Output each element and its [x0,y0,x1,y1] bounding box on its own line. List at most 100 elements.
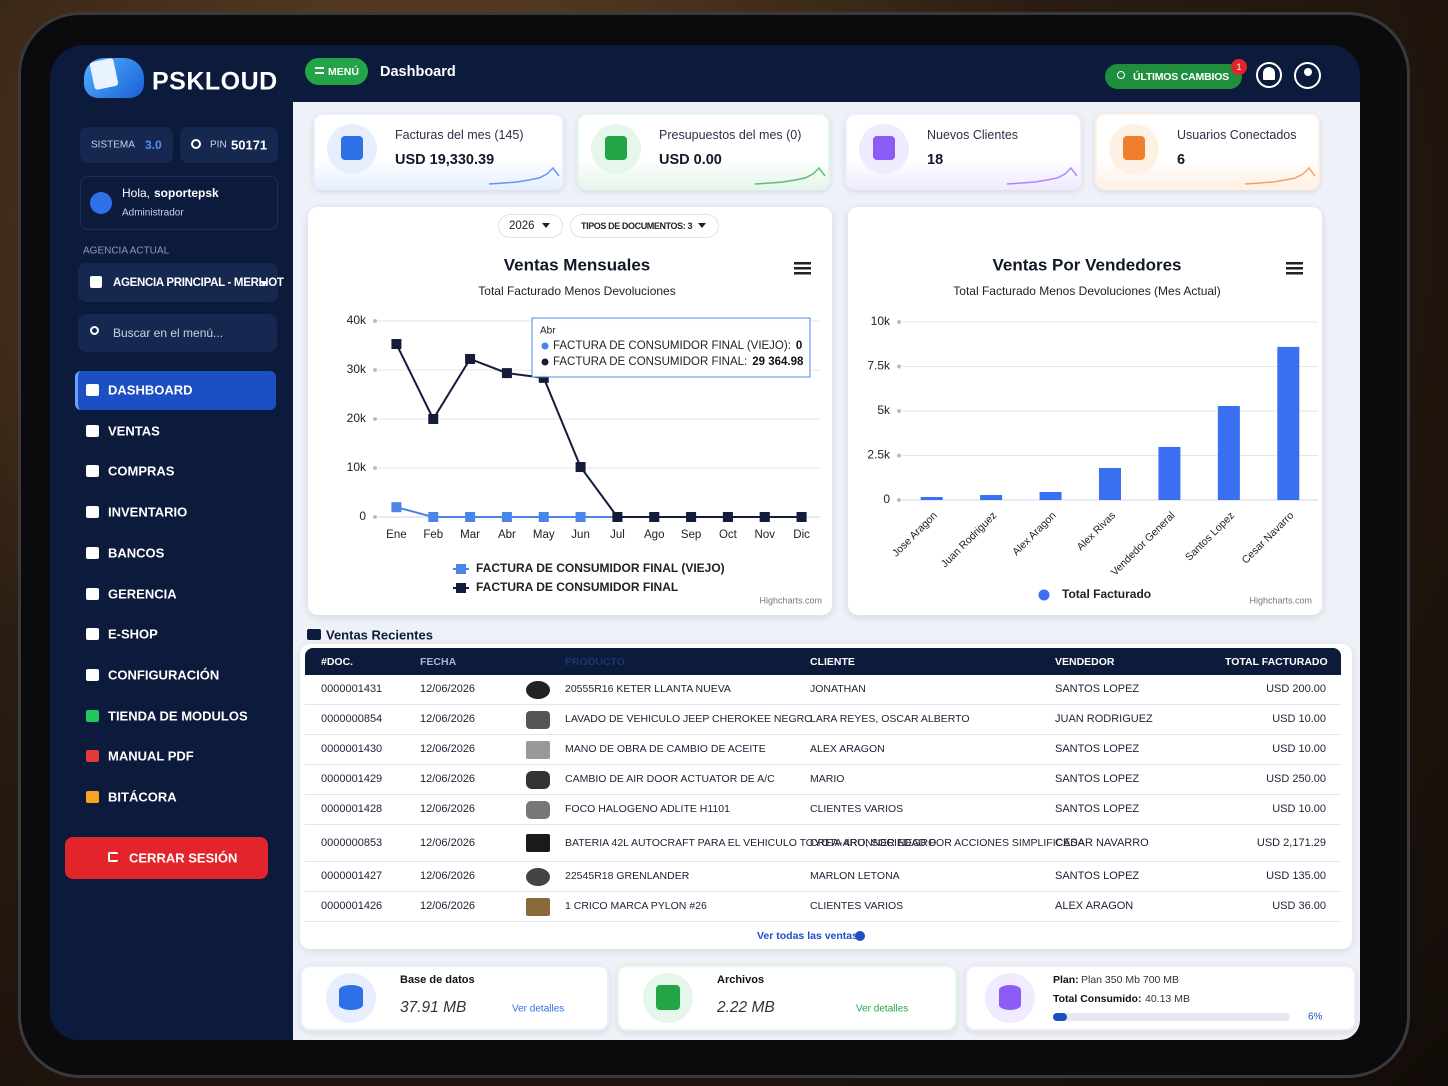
table-row[interactable]: 0000001426 12/06/2026 1 CRICO MARCA PYLON … [305,891,1341,922]
table-cell: 12/06/2026 [420,861,520,892]
stat-label: Usuarios Conectados [1177,128,1297,142]
bar [1158,446,1181,500]
chart-title: Ventas Por Vendedores [993,255,1182,274]
menu-button[interactable] [305,58,368,85]
sparkline [488,166,560,185]
user-name: soportepsk [154,186,219,200]
menu-item[interactable]: E-SHOP [108,626,158,642]
table-row[interactable]: 0000001431 12/06/2026 20555R16 KETER LLANT… [305,675,1341,705]
table-row[interactable]: 0000000854 12/06/2026 LAVADO DE VEHICULO J… [305,704,1341,735]
table-cell: USD 10.00 [1225,704,1341,735]
menu-item[interactable]: CONFIGURACIÓN [108,667,220,683]
x-tick-label: May [533,529,555,541]
data-point [428,414,439,424]
table-cell: 20555R16 KETER LLANTA NUEVA [565,675,810,705]
sales-table: #DOC. FECHA PRODUCTO CLIENTE VENDEDOR TOTAL F… [305,648,1341,922]
stat-icon [341,136,363,160]
storage-link[interactable]: Ver detalles [512,1003,565,1015]
search-box[interactable] [78,314,277,352]
menu-item[interactable]: INVENTARIO [108,504,188,520]
filter-label[interactable]: 2026 [509,220,535,232]
x-tick-label: Nov [755,529,776,541]
agency-name[interactable]: AGENCIA PRINCIPAL - MERLIOT [113,277,284,289]
legend-label[interactable]: FACTURA DE CONSUMIDOR FINAL [476,580,678,594]
account-icon[interactable] [1294,62,1321,89]
storage-link[interactable]: Ver detalles [856,1003,909,1015]
product-thumb [526,680,550,699]
table-cell: SANTOS LOPEZ [1055,764,1225,795]
bell-icon[interactable] [1256,62,1282,88]
table-cell: USD 10.00 [1225,734,1341,765]
table-row[interactable]: 0000001428 12/06/2026 FOCO HALOGENO ADLITE… [305,794,1341,825]
legend-label[interactable]: FACTURA DE CONSUMIDOR FINAL (VIEJO) [476,561,725,575]
user-box [80,176,278,230]
menu-item[interactable]: BANCOS [108,545,165,561]
logout-button[interactable] [65,837,268,879]
y-tick-label: 0 [883,492,890,506]
chart-menu-button[interactable] [794,262,811,275]
data-point [501,512,512,522]
table-cell: ALEX ARAGON [1055,891,1225,922]
x-tick-label: Oct [719,529,738,541]
x-tick-label: Abr [498,529,516,541]
menu-item[interactable]: COMPRAS [108,463,175,479]
table-row[interactable]: 0000001429 12/06/2026 CAMBIO DE AIR DOOR A… [305,764,1341,795]
logout-label[interactable]: CERRAR SESIÓN [129,850,238,866]
storage-label: Base de datos [400,974,475,986]
view-all-link[interactable]: Ver todas las ventas [757,930,858,942]
filter-chip[interactable] [570,214,719,238]
used-label: Total Consumido: [1053,993,1142,1005]
stat-value: 18 [927,152,944,168]
data-point [465,353,476,364]
table-cell: 0000001427 [305,861,420,892]
agency-select[interactable] [78,263,278,302]
filter-label[interactable]: TIPOS DE DOCUMENTOS: 3 [581,221,693,231]
legend-label[interactable]: Total Facturado [1062,587,1151,601]
stat-icon [873,136,895,160]
table-cell: CAMBIO DE AIR DOOR ACTUATOR DE A/C [565,764,810,795]
data-point [575,462,586,473]
storage-value: 37.91 MB [400,999,467,1016]
header-cell: #DOC. [305,648,420,675]
table-row[interactable]: 0000001430 12/06/2026 MANO DE OBRA DE CAMB… [305,734,1341,765]
table-row[interactable]: 0000001427 12/06/2026 22545R18 GRENLANDER M… [305,861,1341,892]
product-thumb-cell [520,704,565,735]
y-tick-label: 30k [347,362,367,376]
menu-item[interactable]: BITÁCORA [108,789,177,805]
y-tick-mark [897,453,901,458]
y-tick-label: 10k [871,314,891,328]
legend-marker [456,564,466,574]
menu-icon [86,709,99,722]
search-placeholder[interactable]: Buscar en el menú... [113,326,224,340]
search-icon [90,326,99,335]
pin-value: 50171 [231,137,268,153]
bar [980,495,1003,500]
menu-item[interactable]: GERENCIA [108,586,177,601]
filter-chip[interactable] [498,214,563,238]
header-cell: FECHA [420,648,520,675]
changes-button[interactable] [1105,64,1242,89]
sales-table-wrap: #DOC. FECHA PRODUCTO CLIENTE VENDEDOR TOTAL F… [305,648,1341,922]
table-cell: 1 CRICO MARCA PYLON #26 [565,891,810,922]
menu-icon [86,424,99,437]
stat-value: USD 19,330.39 [395,152,495,168]
menu-item[interactable]: TIENDA DE MODULOS [108,708,248,724]
sparkline [754,166,826,185]
chart-menu-button[interactable] [1286,262,1303,275]
product-thumb-cell [520,734,565,765]
plan-label: Plan: [1053,974,1079,986]
table-cell: 12/06/2026 [420,824,520,862]
chart-menu-line [1286,262,1303,265]
table-row[interactable]: 0000000853 12/06/2026 BATERIA 42L AUTOCRAF… [305,824,1341,862]
menu-item[interactable]: DASHBOARD [108,382,193,398]
menu-item[interactable]: MANUAL PDF [108,748,194,764]
header-cell: TOTAL FACTURADO [1225,648,1341,675]
section-icon [307,629,321,640]
x-tick-label: Ene [386,529,406,541]
bar [1039,491,1062,500]
product-thumb [526,740,550,759]
table-cell: LAVADO DE VEHICULO JEEP CHEROKEE NEGRO [565,704,812,735]
menu-item[interactable]: VENTAS [108,423,160,439]
menu-button-label[interactable]: MENÚ [328,66,359,78]
changes-label[interactable]: ÚLTIMOS CAMBIOS [1133,71,1229,83]
